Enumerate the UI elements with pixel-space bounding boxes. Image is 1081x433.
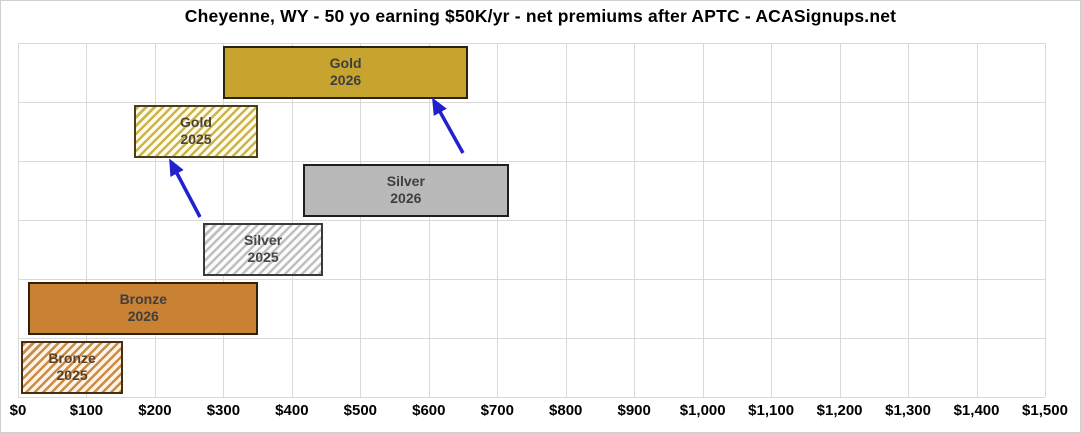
bar-label-year: 2025 <box>56 367 88 384</box>
bar-label-metal: Bronze <box>48 350 96 367</box>
bar-bronze-2025: Bronze 2025 <box>20 340 124 394</box>
x-axis-tick-label: $900 <box>617 402 651 419</box>
bar-gold-2025: Gold 2025 <box>133 104 259 158</box>
bar-label-metal: Bronze <box>119 291 168 308</box>
x-axis-tick-label: $400 <box>275 402 309 419</box>
bar-label-year: 2025 <box>180 131 212 148</box>
bar-gold-2026: Gold 2026 <box>223 45 468 99</box>
bar-bronze-2026: Bronze 2026 <box>28 281 259 335</box>
gridline-horizontal <box>18 102 1045 103</box>
gridline-horizontal <box>18 397 1045 398</box>
gridline-horizontal <box>18 43 1045 44</box>
x-axis: $0 $100 $200 $300 $400 $500 $600 $700 $800 $900 $1… <box>10 402 1068 426</box>
bar-label-metal: Gold <box>329 55 362 72</box>
chart-title: Cheyenne, WY - 50 yo earning $50K/yr - n… <box>184 6 897 26</box>
bar-label-year: 2026 <box>330 72 362 89</box>
x-axis-tick-label: $1,500 <box>1022 402 1068 419</box>
x-axis-tick-label: $100 <box>69 402 104 419</box>
x-axis-tick-label: $1,300 <box>885 402 932 419</box>
x-axis-tick-label: $1,400 <box>953 402 1000 419</box>
gridline-horizontal <box>18 161 1045 162</box>
gridline-horizontal <box>18 338 1045 339</box>
bar-label-year: 2026 <box>390 190 422 207</box>
gridline-vertical <box>1045 43 1046 397</box>
x-axis-tick-label: $500 <box>343 402 378 419</box>
gridline-horizontal <box>18 220 1045 221</box>
bar-label-year: 2026 <box>127 308 159 325</box>
gridline-horizontal <box>18 279 1045 280</box>
x-axis-tick-label: $1,200 <box>816 402 863 419</box>
x-axis-tick-label: $0 <box>9 402 27 419</box>
x-axis-tick-label: $200 <box>138 402 172 419</box>
x-axis-tick-label: $300 <box>206 402 241 419</box>
x-axis-tick-label: $600 <box>412 402 446 419</box>
plot-area: Gold 2026 Gold 2025 Silver 2026 Silver 2025 Bron… <box>18 43 1046 398</box>
x-axis-tick-label: $1,000 <box>679 402 726 419</box>
bar-silver-2025: Silver 2025 <box>202 222 324 276</box>
x-axis-tick-label: $700 <box>480 402 514 419</box>
bar-silver-2026: Silver 2026 <box>302 163 509 217</box>
bar-label-metal: Silver <box>244 232 283 249</box>
x-axis-tick-label: $1,100 <box>748 402 795 419</box>
bar-label-metal: Gold <box>180 114 212 131</box>
bar-label-year: 2025 <box>247 249 279 266</box>
x-axis-tick-label: $800 <box>549 402 583 419</box>
bar-label-metal: Silver <box>386 173 425 190</box>
